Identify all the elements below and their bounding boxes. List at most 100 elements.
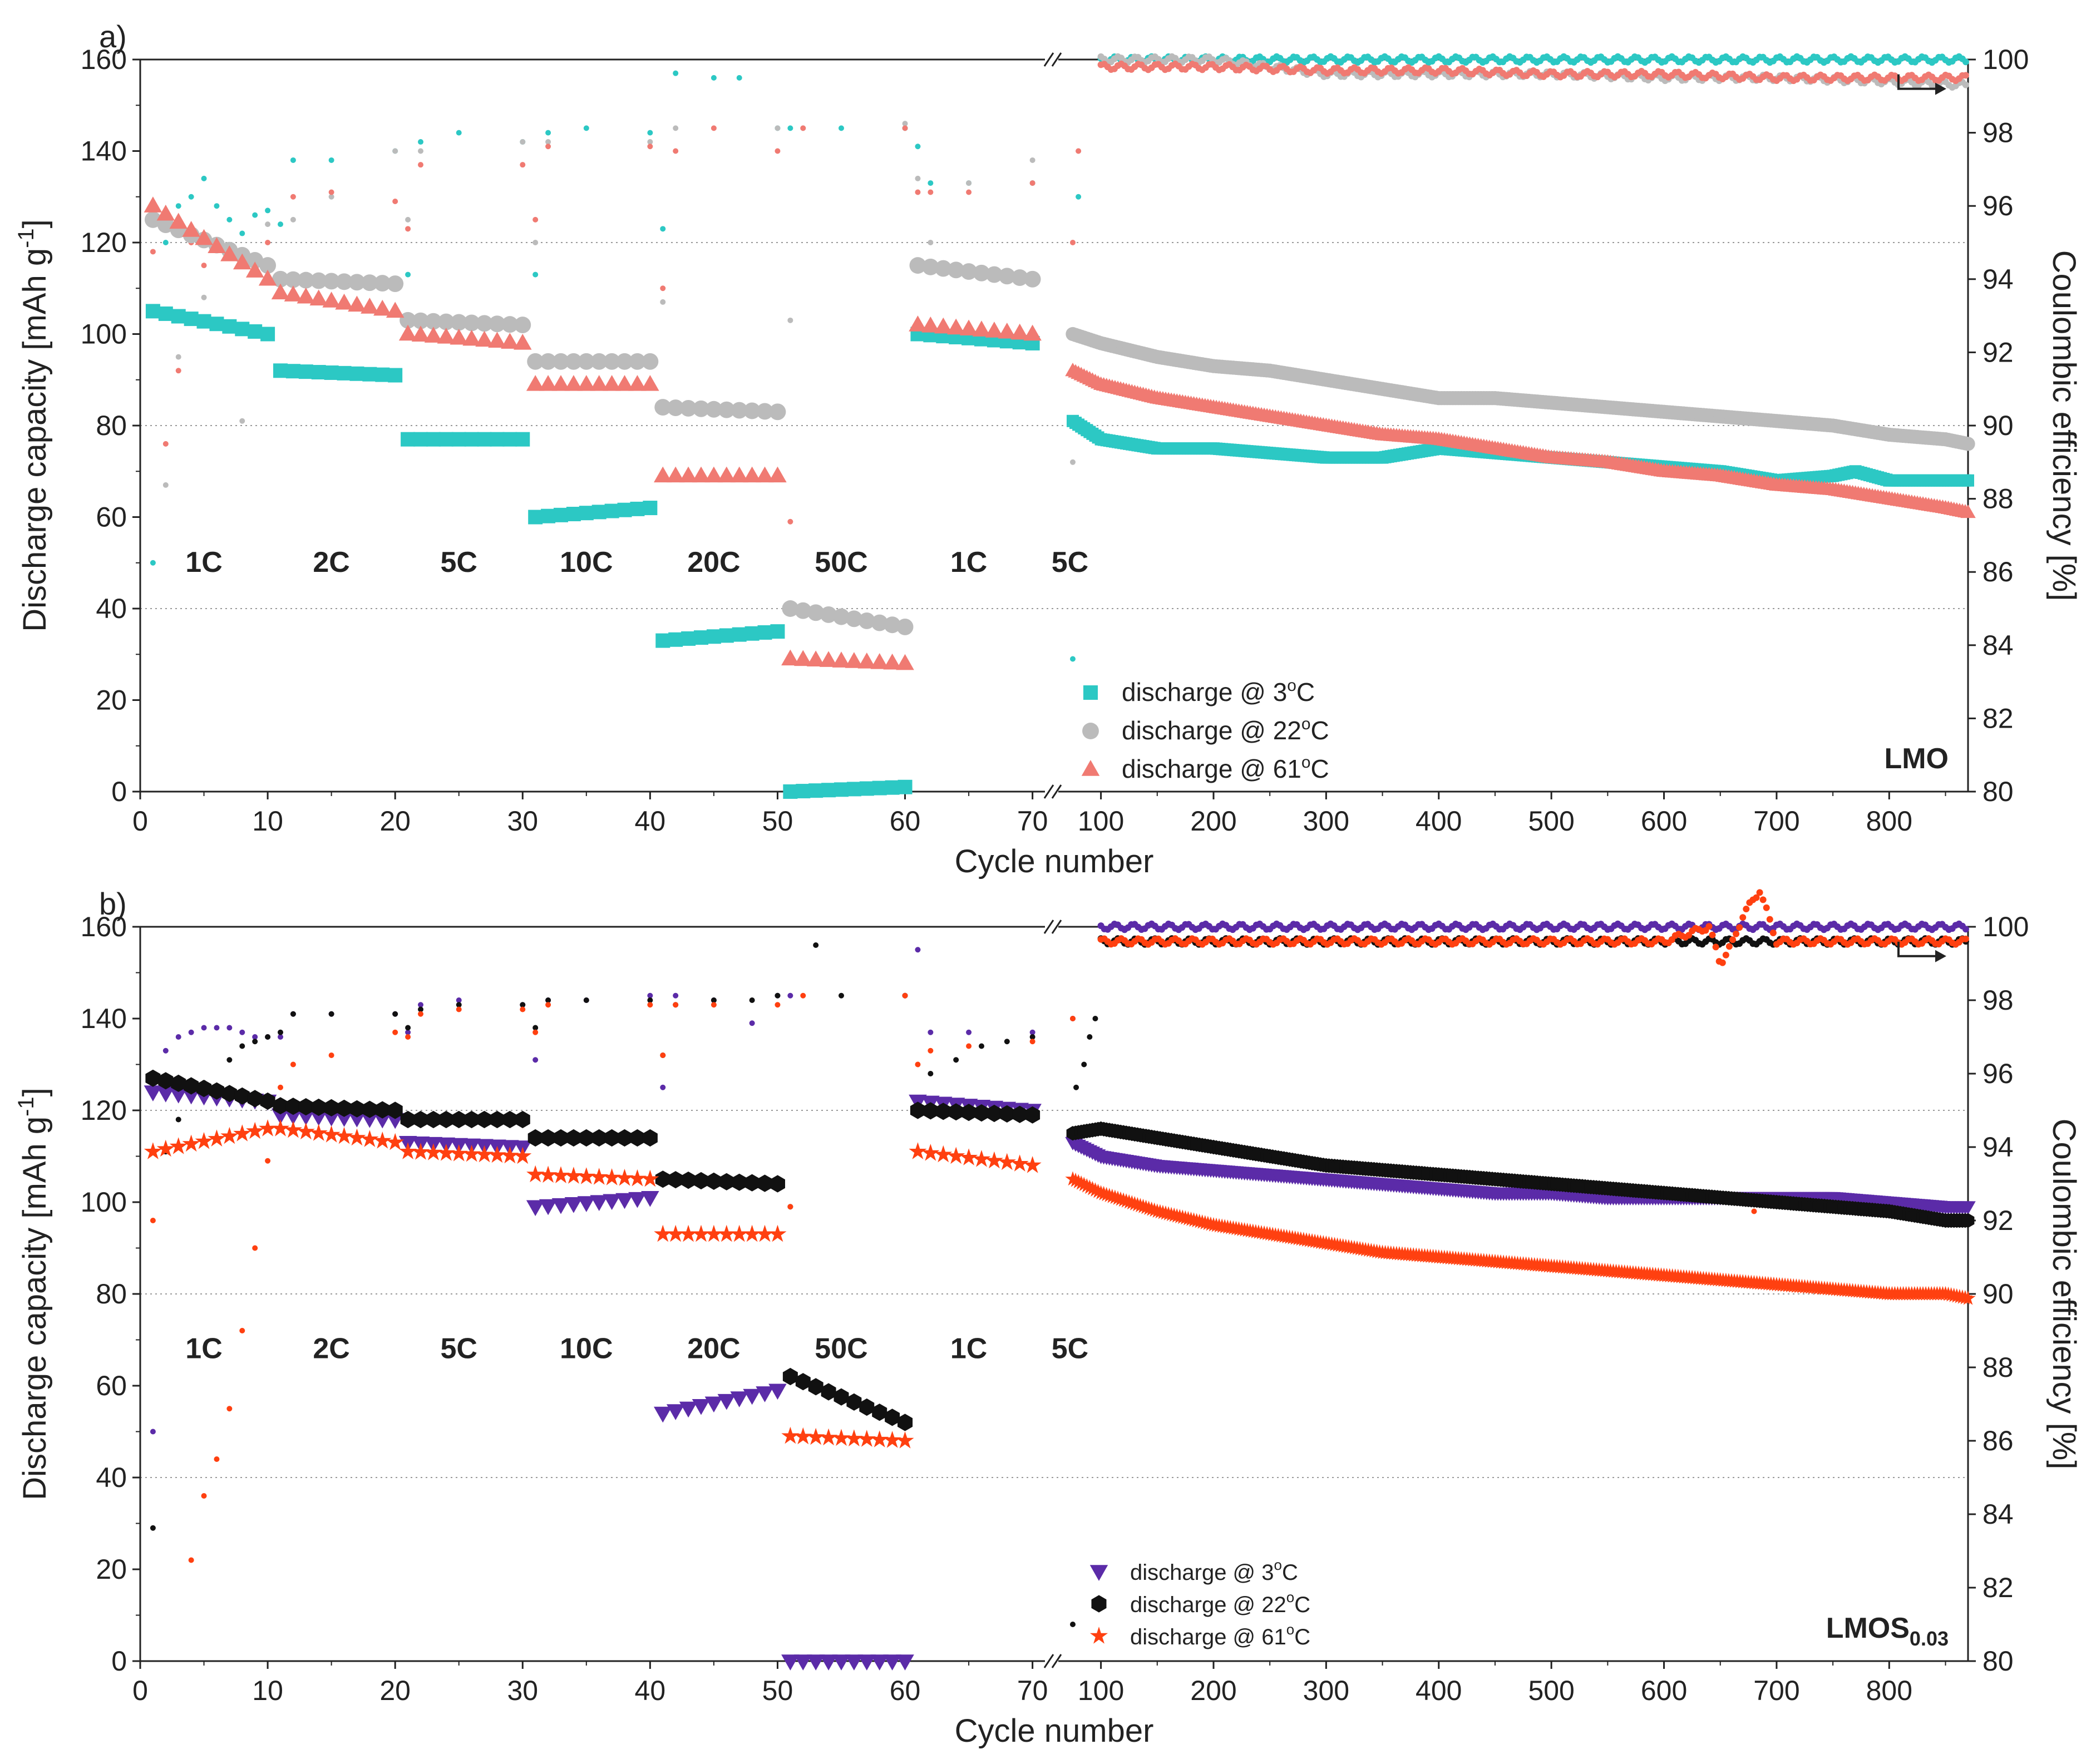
axis-break-mark: [1043, 920, 1054, 934]
efficiency-point: [532, 240, 539, 245]
legend-label: discharge @ 22: [1122, 716, 1301, 745]
data-point: [921, 1144, 940, 1161]
data-point: [260, 1092, 275, 1110]
efficiency-point: [188, 1557, 194, 1563]
axis-break-mark: [1051, 784, 1062, 799]
x-tick-label: 700: [1753, 1675, 1799, 1706]
data-point: [781, 649, 800, 666]
data-point: [309, 289, 328, 306]
data-point: [768, 1383, 787, 1400]
data-point: [284, 285, 303, 302]
efficiency-point: [456, 1002, 462, 1008]
y-right-tick-label: 100: [1982, 911, 2029, 942]
data-point: [859, 781, 874, 796]
data-point: [857, 1430, 876, 1447]
data-point: [335, 1126, 353, 1144]
data-point: [604, 1129, 620, 1147]
data-point: [348, 295, 366, 312]
legend-label: discharge @ 22: [1130, 1593, 1286, 1617]
legend-marker: [1082, 723, 1099, 739]
data-point: [896, 1654, 914, 1671]
data-point: [515, 1110, 530, 1129]
data-point: [910, 1101, 925, 1119]
data-point: [1010, 1154, 1029, 1172]
efficiency-point: [1739, 914, 1747, 921]
data-point: [834, 782, 849, 797]
y-right-tick-label: 82: [1982, 703, 2014, 734]
efficiency-point: [928, 1029, 934, 1035]
y-tick-label: 80: [96, 410, 127, 441]
data-point: [577, 375, 596, 391]
data-point: [642, 1129, 658, 1147]
data-point: [386, 302, 405, 318]
efficiency-point: [839, 125, 844, 131]
efficiency-point: [1087, 1034, 1093, 1040]
efficiency-point: [660, 1053, 666, 1058]
data-point: [872, 780, 887, 795]
data-point: [451, 1110, 467, 1129]
efficiency-point: [239, 418, 245, 424]
data-point: [590, 1195, 608, 1211]
data-point: [846, 1393, 862, 1411]
efficiency-point: [915, 1061, 921, 1068]
x-tick-label: 40: [635, 806, 666, 837]
efficiency-point: [1029, 1039, 1035, 1045]
data-point: [475, 1145, 494, 1163]
rate-label: 5C: [440, 546, 477, 579]
rate-label: 10C: [560, 546, 613, 579]
y-right-tick-label: 84: [1982, 1499, 2014, 1530]
data-point: [692, 1224, 711, 1242]
data-point: [883, 1654, 901, 1671]
efficiency-point: [1004, 1039, 1010, 1045]
y-right-tick-label: 96: [1982, 190, 2014, 221]
y-right-tick-label: 80: [1982, 776, 2014, 807]
data-point: [732, 627, 747, 642]
y-tick-label: 0: [111, 1646, 127, 1677]
data-point: [400, 1110, 416, 1129]
data-point: [577, 1167, 595, 1184]
data-point: [845, 1654, 864, 1671]
data-point: [641, 1169, 659, 1187]
efficiency-point: [239, 1029, 245, 1035]
x-tick-label: 20: [379, 1675, 411, 1706]
data-point: [477, 432, 492, 447]
data-point: [845, 1429, 863, 1446]
sample-label: LMO: [1884, 743, 1949, 775]
efficiency-point: [520, 162, 526, 168]
data-point: [284, 1120, 302, 1138]
data-point: [297, 287, 315, 304]
data-point: [540, 353, 557, 370]
efficiency-point: [1722, 951, 1729, 958]
data-point: [628, 1169, 647, 1187]
data-point: [935, 1103, 951, 1120]
efficiency-point: [787, 1204, 793, 1210]
efficiency-point: [1743, 906, 1750, 913]
data-point: [564, 1197, 583, 1213]
y-right-tick-label: 100: [1982, 44, 2029, 75]
x-tick-label: 500: [1528, 1675, 1574, 1706]
legend-label: discharge @ 61: [1122, 754, 1301, 783]
efficiency-point: [928, 180, 934, 186]
efficiency-point: [252, 1245, 258, 1251]
data-point: [615, 375, 634, 391]
data-point: [260, 327, 275, 342]
efficiency-point: [647, 997, 653, 1003]
legend-sup: o: [1274, 1557, 1282, 1573]
data-point: [437, 1144, 455, 1161]
data-point: [145, 304, 160, 319]
efficiency-point: [1962, 72, 1969, 79]
data-point: [757, 625, 772, 640]
rate-label: 1C: [185, 1333, 222, 1365]
data-point: [909, 257, 926, 274]
series-star: [144, 1119, 1976, 1449]
efficiency-point: [175, 203, 181, 209]
efficiency-point: [290, 216, 296, 223]
data-point: [743, 466, 761, 483]
panel-label: a): [99, 19, 127, 54]
data-point: [959, 319, 978, 336]
data-point: [832, 1429, 851, 1446]
data-point: [845, 610, 862, 627]
efficiency-point: [800, 992, 806, 999]
right-axis-arrowhead: [1935, 950, 1946, 962]
data-point: [373, 1112, 392, 1129]
